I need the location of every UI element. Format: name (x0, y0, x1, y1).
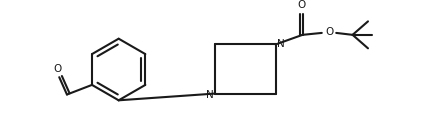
Text: O: O (53, 64, 61, 75)
Text: N: N (206, 90, 214, 100)
Text: N: N (276, 38, 284, 49)
Text: O: O (297, 0, 306, 10)
Text: O: O (325, 27, 334, 37)
